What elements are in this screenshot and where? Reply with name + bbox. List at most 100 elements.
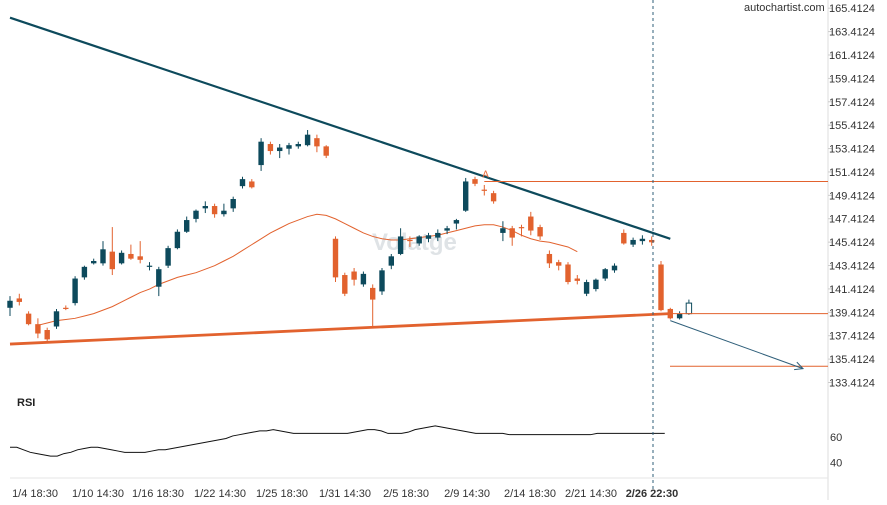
rsi-title: RSI [17, 397, 35, 409]
candle-body [472, 179, 478, 184]
candle-body [453, 220, 460, 224]
time-tick-label: 1/31 14:30 [319, 488, 371, 500]
candle-body [444, 228, 450, 231]
candle-body [649, 239, 655, 243]
candle-body [416, 236, 422, 244]
candle-body [25, 313, 32, 325]
candle-body [528, 216, 534, 231]
time-tick-label: 1/25 18:30 [256, 488, 308, 500]
candle-body [63, 307, 69, 309]
candle-body [7, 300, 13, 308]
candle-body [658, 264, 664, 311]
candle-body [509, 228, 515, 238]
candle-body [258, 141, 264, 166]
candle-body [109, 251, 115, 270]
candle-body [323, 146, 329, 156]
candle-body [370, 287, 376, 300]
candle-body [602, 269, 608, 279]
time-tick-label: 2/26 22:30 [626, 488, 679, 500]
candle-body [72, 278, 78, 304]
rsi-tick-label: 40 [830, 457, 842, 469]
price-tick-label: 159.4124 [829, 73, 875, 85]
price-tick-label: 141.4124 [829, 284, 875, 296]
candle-body [91, 260, 97, 264]
candle-body [556, 262, 562, 266]
price-tick-label: 161.4124 [829, 50, 875, 62]
price-tick-label: 163.4124 [829, 27, 875, 39]
candle-body [676, 313, 683, 319]
time-tick-label: 1/10 14:30 [72, 488, 124, 500]
rsi-tick-label: 60 [830, 432, 842, 444]
time-tick-label: 1/16 18:30 [132, 488, 184, 500]
time-tick-label: 2/14 18:30 [504, 488, 556, 500]
price-tick-label: 157.4124 [829, 97, 875, 109]
candle-body [621, 232, 627, 244]
price-tick-label: 133.4124 [829, 377, 875, 389]
candle-body [463, 181, 469, 211]
candle-body [490, 193, 497, 202]
candle-body [211, 206, 218, 215]
candle-body [277, 147, 283, 152]
candle-body [630, 239, 636, 245]
time-tick-label: 2/21 14:30 [565, 488, 617, 500]
candle-body [481, 189, 487, 191]
candle-body [407, 239, 413, 242]
time-tick-label: 2/5 18:30 [383, 488, 429, 500]
candle-body [249, 181, 255, 188]
candle-body [639, 238, 646, 242]
candle-body [360, 273, 367, 285]
candle-body [100, 249, 106, 264]
candle-body [184, 220, 190, 232]
candle-body [35, 324, 41, 334]
price-levels: A [482, 169, 828, 371]
candle-body [53, 311, 60, 327]
candlestick-series [7, 129, 693, 342]
candle-body [397, 236, 404, 254]
candle-body [611, 265, 618, 271]
price-tick-label: 149.4124 [829, 190, 875, 202]
candle-body [128, 253, 134, 259]
candle-body [379, 270, 385, 292]
rsi-line [10, 425, 665, 457]
candle-body [500, 228, 506, 233]
time-tick-label: 1/22 14:30 [194, 488, 246, 500]
candle-body [546, 253, 553, 264]
candle-body [118, 252, 125, 264]
candle-body [16, 298, 22, 302]
candle-body [314, 138, 320, 147]
candle-body [146, 265, 153, 267]
candle-body [593, 279, 599, 290]
candle-body [332, 238, 339, 278]
price-tick-label: 145.4124 [829, 237, 875, 249]
price-tick-label: 151.4124 [829, 167, 875, 179]
forecast-arrow-line [670, 320, 804, 370]
price-tick-label: 165.4124 [829, 3, 875, 15]
level-marker-label: A [482, 169, 489, 180]
time-axis: 1/4 18:30 1/10 14:30 1/16 18:30 1/22 14:30 1… [12, 488, 678, 500]
candle-body [165, 248, 171, 266]
candle-body [221, 210, 227, 215]
trendlines [9, 16, 671, 346]
candle-body [304, 134, 311, 146]
candle-body [156, 269, 162, 287]
candle-body [574, 278, 580, 281]
candle-body [537, 227, 543, 237]
moving-average-line [37, 213, 578, 326]
chart-frame [10, 0, 829, 500]
price-tick-label: 143.4124 [829, 261, 875, 273]
resistance-line [9, 16, 671, 240]
price-axis: 165.4124 163.4124 161.4124 159.4124 157.4124… [828, 3, 875, 389]
candle-body [44, 330, 50, 340]
candle-body [267, 144, 274, 152]
price-tick-label: 137.4124 [829, 331, 875, 343]
candle-body [295, 144, 301, 147]
candle-body [351, 271, 357, 280]
moving-average-path [37, 213, 578, 326]
candle-body [435, 232, 441, 238]
price-tick-label: 153.4124 [829, 144, 875, 156]
candle-body [583, 282, 590, 294]
forecast-arrow-head [794, 361, 805, 371]
price-tick-label: 147.4124 [829, 214, 875, 226]
brand-label: autochartist.com [744, 2, 825, 14]
candle-body [202, 206, 208, 209]
